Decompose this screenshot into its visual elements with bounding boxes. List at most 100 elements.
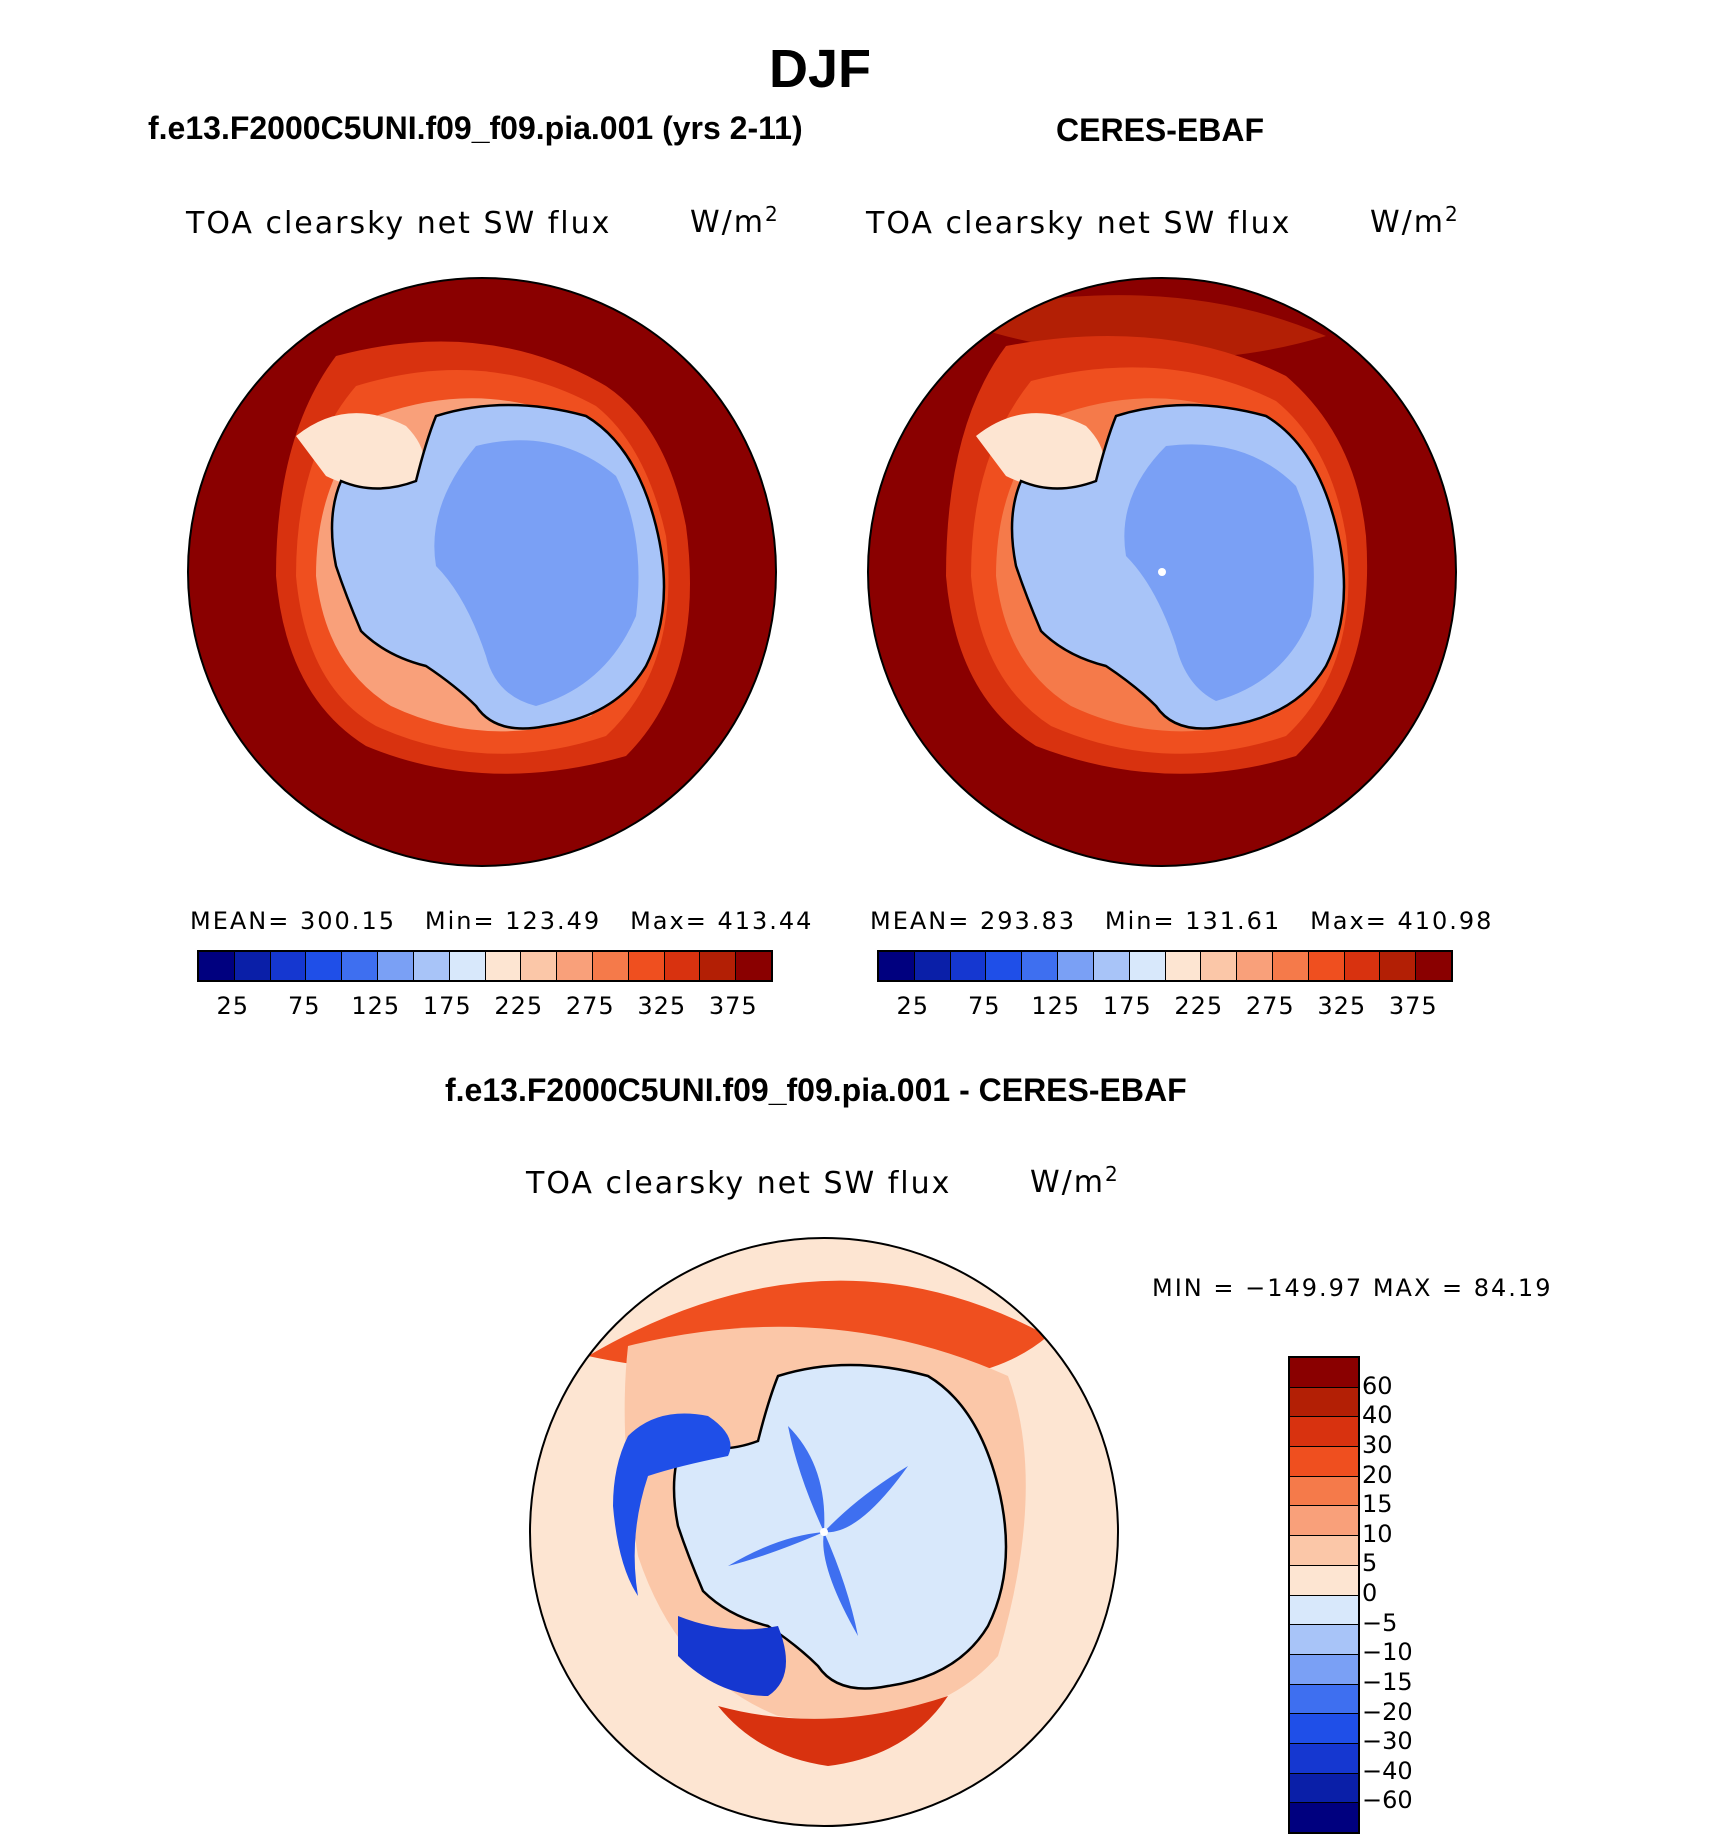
colorbar-tick-label: 0 <box>1362 1579 1378 1607</box>
colorbar-swatch <box>1093 952 1130 980</box>
colorbar-tick-label: 225 <box>1174 992 1224 1020</box>
colorbar-swatch <box>1290 1773 1358 1804</box>
colorbar-swatch <box>1290 1447 1358 1477</box>
colorbar-tick-label: 75 <box>967 992 1001 1020</box>
colorbar-tick-label: 375 <box>1388 992 1438 1020</box>
model-plateau <box>434 440 639 706</box>
colorbar-swatch <box>700 952 737 980</box>
colorbar-tick-label: 225 <box>494 992 544 1020</box>
colorbar-swatch <box>521 952 558 980</box>
colorbar-swatch <box>342 952 379 980</box>
diff-polar-map <box>529 1237 1119 1827</box>
colorbar-tick-label: 275 <box>565 992 615 1020</box>
obs-stats: MEAN= 293.83 Min= 131.61 Max= 410.98 <box>870 907 1494 935</box>
colorbar-swatch <box>1344 952 1381 980</box>
model-polar-map <box>187 277 777 867</box>
obs-pole-hole <box>1158 568 1166 576</box>
colorbar-swatch <box>628 952 665 980</box>
colorbar-swatch <box>986 952 1023 980</box>
colorbar-tick-label: 325 <box>637 992 687 1020</box>
colorbar-tick-label: 325 <box>1317 992 1367 1020</box>
model-peninsula-high <box>296 413 424 490</box>
colorbar-swatch <box>1380 952 1417 980</box>
colorbar-tick-label: 375 <box>708 992 758 1020</box>
obs-subtitle: CERES-EBAF <box>1056 112 1265 148</box>
obs-polar-map <box>867 277 1457 867</box>
colorbar-swatch <box>234 952 271 980</box>
colorbar-swatch <box>1058 952 1094 980</box>
model-map-border <box>187 277 777 867</box>
colorbar-swatch <box>1290 1565 1358 1596</box>
colorbar-tick-label: −20 <box>1362 1697 1413 1726</box>
obs-plateau <box>1124 444 1314 701</box>
colorbar-swatch <box>1022 952 1059 980</box>
colorbar-swatch <box>1290 1536 1358 1566</box>
colorbar-swatch <box>413 952 450 980</box>
colorbar-swatch <box>378 952 414 980</box>
colorbar-swatch <box>199 952 235 980</box>
colorbar-tick-label: 275 <box>1245 992 1295 1020</box>
colorbar-tick-label: −60 <box>1362 1786 1413 1815</box>
colorbar-swatch <box>1201 952 1238 980</box>
model-units: W/m2 <box>690 202 780 240</box>
colorbar-tick-label: 15 <box>1362 1490 1393 1519</box>
colorbar-swatch <box>914 952 951 980</box>
diff-map-border <box>529 1237 1119 1827</box>
diff-plot-title: TOA clearsky net SW flux <box>526 1166 952 1201</box>
colorbar-swatch <box>592 952 629 980</box>
colorbar-swatch <box>1290 1417 1358 1448</box>
colorbar-swatch <box>270 952 307 980</box>
colorbar-swatch <box>1129 952 1166 980</box>
colorbar-swatch <box>1290 1625 1358 1655</box>
colorbar-tick-label: −40 <box>1362 1756 1413 1785</box>
colorbar-swatch <box>950 952 987 980</box>
colorbar-tick-label: −15 <box>1362 1667 1413 1696</box>
colorbar-tick-label: 40 <box>1362 1401 1393 1430</box>
colorbar-swatch <box>736 952 771 980</box>
colorbar-swatch <box>1237 952 1273 980</box>
colorbar-tick-label: 125 <box>1031 992 1081 1020</box>
model-plot-title: TOA clearsky net SW flux <box>186 206 612 241</box>
figure-title: DJF <box>768 39 871 99</box>
colorbar-swatch <box>1290 1803 1358 1832</box>
colorbar-swatch <box>1290 1684 1358 1715</box>
diff-peninsula-negative <box>613 1413 731 1596</box>
colorbar-swatch <box>1416 952 1451 980</box>
colorbar-swatch <box>306 952 343 980</box>
colorbar-tick-label: 175 <box>422 992 472 1020</box>
obs-map-border <box>867 277 1457 867</box>
diff-minmax: MIN = −149.97 MAX = 84.19 <box>1152 1274 1553 1302</box>
colorbar-swatch <box>1290 1358 1358 1388</box>
model-stats: MEAN= 300.15 Min= 123.49 Max= 413.44 <box>190 907 814 935</box>
diff-pole-hole <box>820 1528 828 1536</box>
obs-peninsula-high <box>976 413 1104 490</box>
colorbar-swatch <box>1290 1387 1358 1418</box>
colorbar-swatch <box>449 952 486 980</box>
colorbar-tick-label: 175 <box>1102 992 1152 1020</box>
colorbar-swatch <box>1290 1506 1358 1537</box>
colorbar-tick-label: 20 <box>1362 1460 1393 1489</box>
colorbar-tick-label: 10 <box>1362 1519 1393 1548</box>
colorbar-tick-label: −5 <box>1362 1608 1398 1637</box>
colorbar-tick-label: 60 <box>1362 1371 1393 1400</box>
model-colorbar <box>197 950 773 982</box>
colorbar-tick-label: −30 <box>1362 1727 1413 1756</box>
colorbar-tick-label: 25 <box>216 992 250 1020</box>
diff-subtitle: f.e13.F2000C5UNI.f09_f09.pia.001 - CERES… <box>445 1072 1187 1108</box>
colorbar-tick-label: 75 <box>287 992 321 1020</box>
obs-colorbar <box>877 950 1453 982</box>
colorbar-swatch <box>1272 952 1309 980</box>
colorbar-swatch <box>485 952 522 980</box>
model-subtitle: f.e13.F2000C5UNI.f09_f09.pia.001 (yrs 2-… <box>148 110 803 146</box>
colorbar-swatch <box>557 952 593 980</box>
diff-units: W/m2 <box>1030 1162 1120 1200</box>
colorbar-tick-label: 5 <box>1362 1549 1378 1578</box>
colorbar-swatch <box>664 952 701 980</box>
obs-plot-title: TOA clearsky net SW flux <box>866 206 1292 241</box>
colorbar-swatch <box>1290 1476 1358 1507</box>
colorbar-swatch <box>1290 1595 1358 1626</box>
colorbar-tick-label: 30 <box>1362 1430 1393 1459</box>
colorbar-tick-label: 125 <box>351 992 401 1020</box>
colorbar-swatch <box>1290 1714 1358 1744</box>
diff-ross-negative <box>678 1616 786 1696</box>
